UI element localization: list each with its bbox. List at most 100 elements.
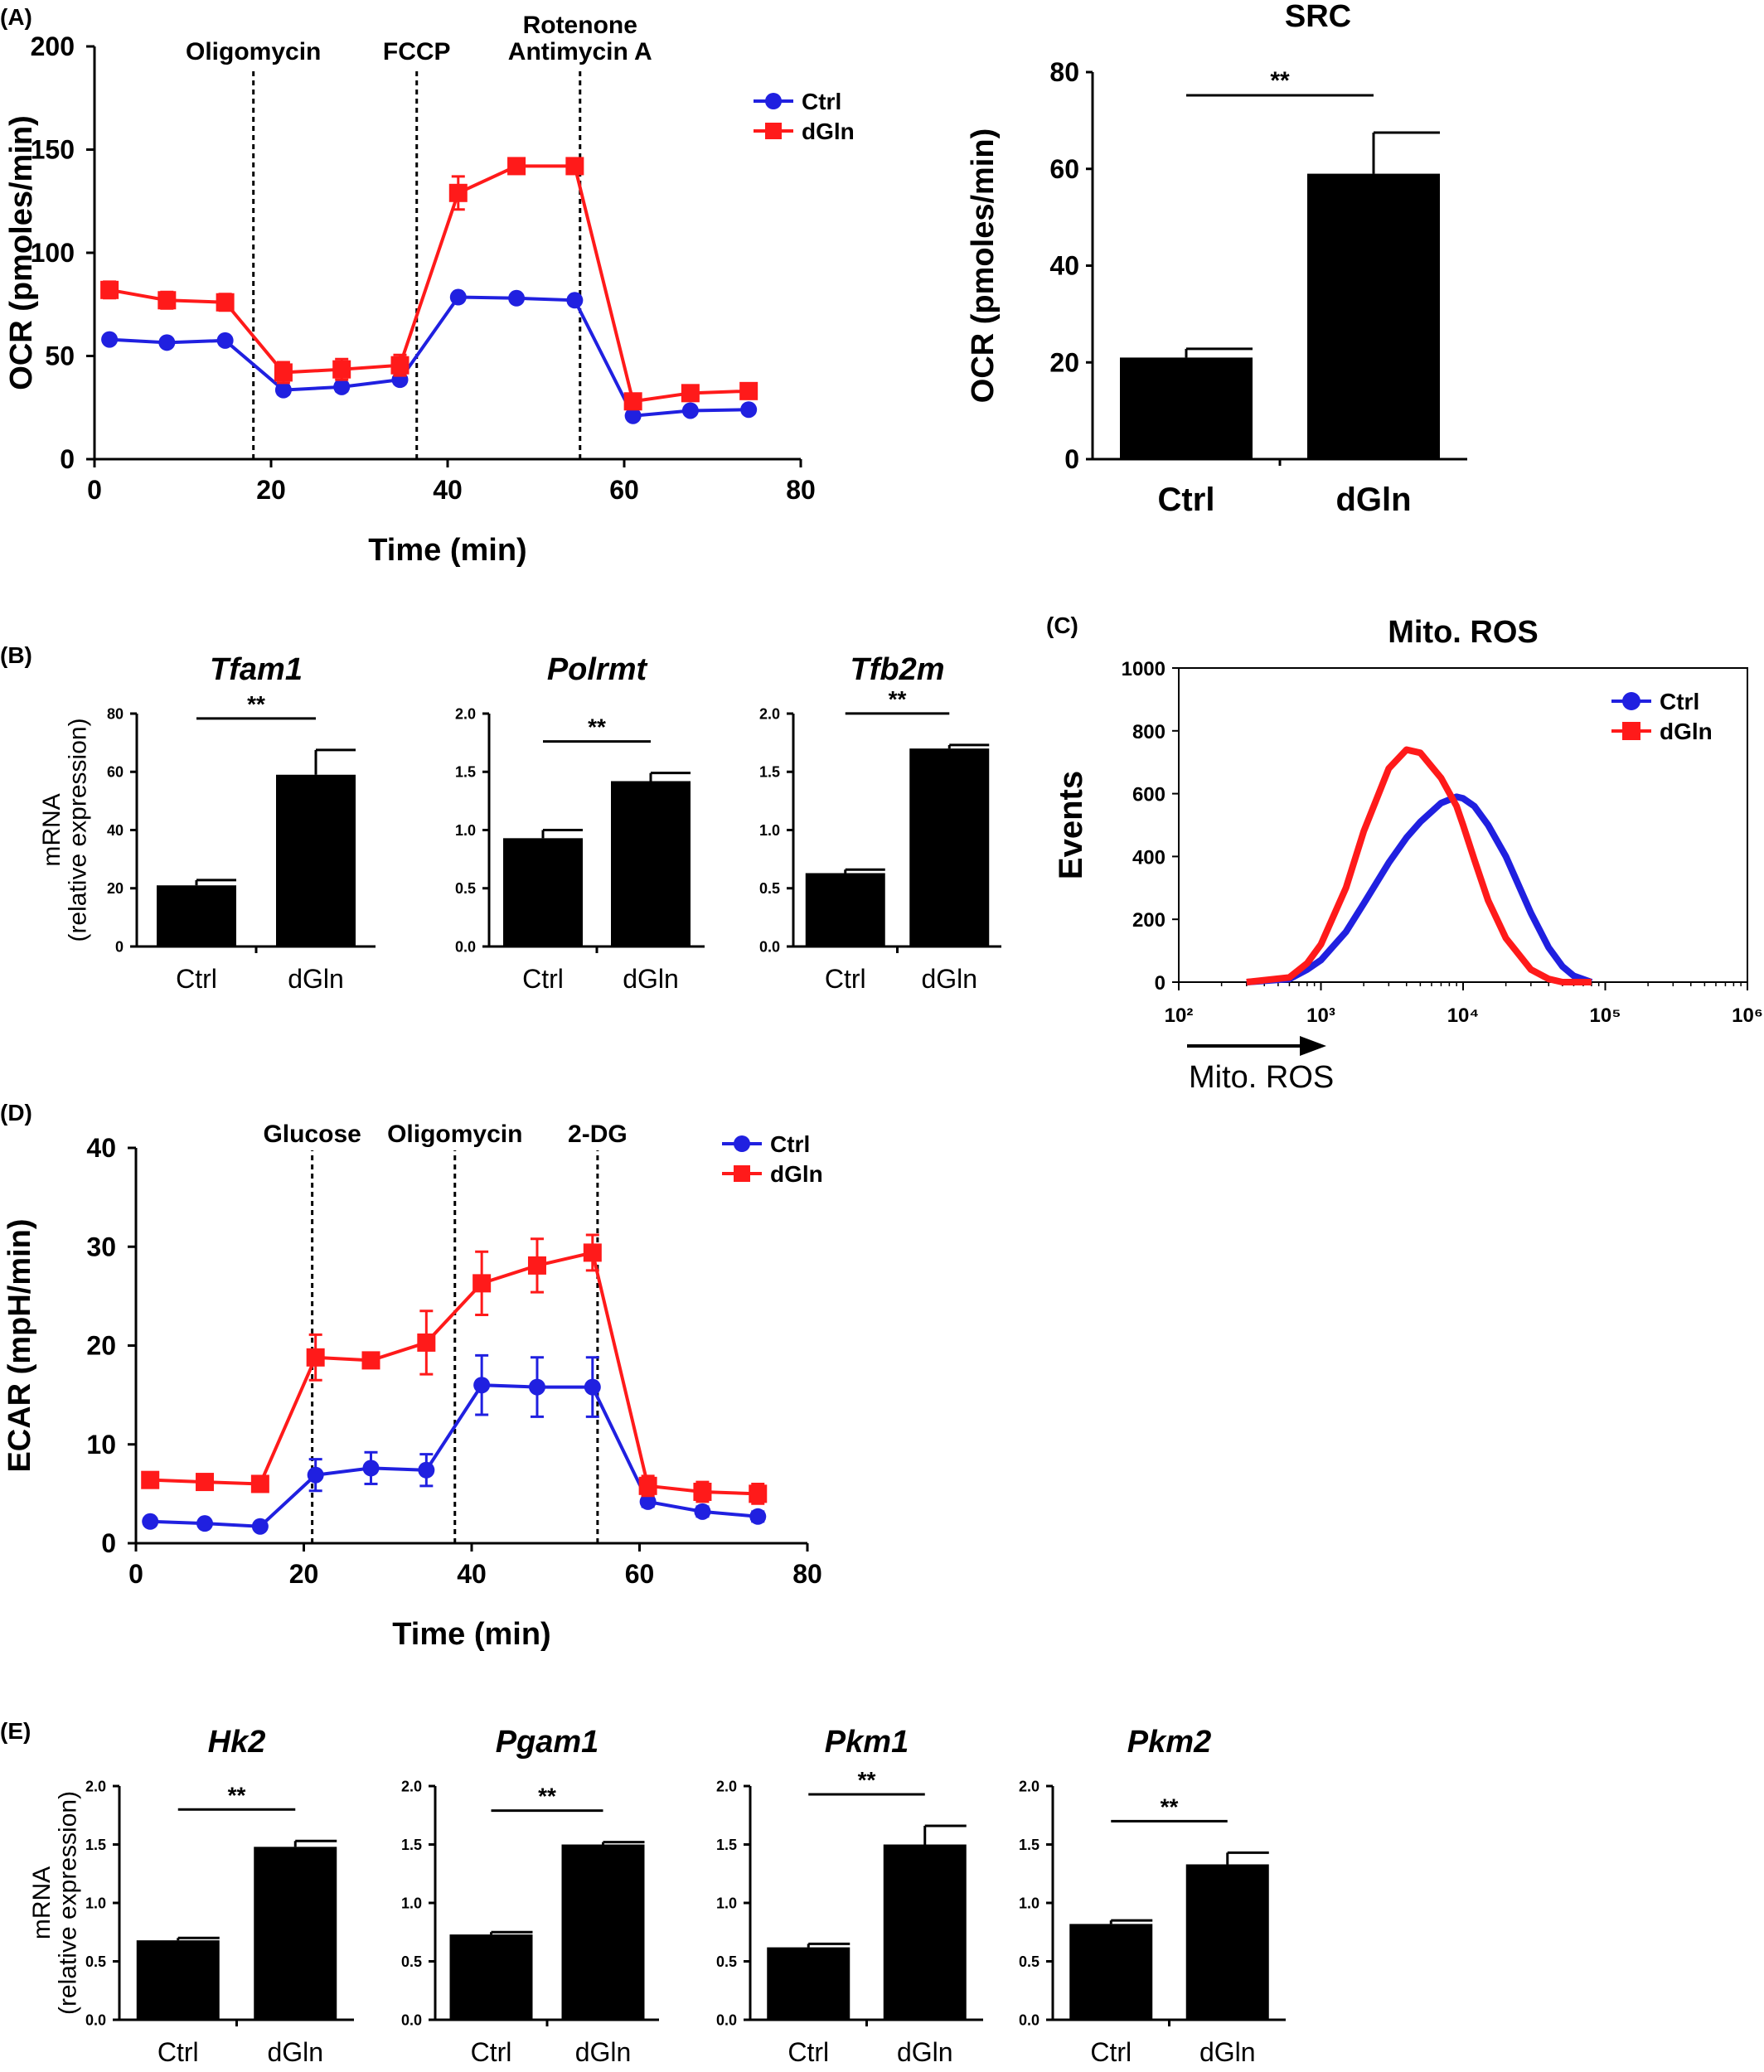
injection-label: 2-DG — [568, 1121, 628, 1148]
chart-title: Tfb2m — [850, 652, 945, 687]
y-axis-label: OCR (pmoles/min) — [4, 115, 39, 390]
data-point — [623, 392, 642, 411]
x-tick-label: 10⁵ — [1590, 1005, 1621, 1027]
data-point — [418, 1461, 435, 1479]
y-tick-label: 0.5 — [759, 880, 780, 897]
category-label: Ctrl — [788, 2037, 829, 2067]
x-tick-label: 0 — [128, 1559, 143, 1589]
y-tick-label: 0.0 — [1019, 2011, 1040, 2028]
y-tick-label: 100 — [31, 238, 75, 268]
x-tick-label: 10⁴ — [1447, 1005, 1480, 1027]
y-axis-label: (relative expression) — [55, 1791, 82, 2015]
bar — [1307, 173, 1440, 459]
y-tick-label: 0 — [115, 938, 124, 955]
category-label: Ctrl — [522, 964, 564, 994]
y-axis-label: OCR (pmoles/min) — [966, 128, 1001, 403]
x-axis-label: Time (min) — [392, 1617, 550, 1652]
legend-label: dGln — [802, 119, 855, 144]
significance-label: ** — [1161, 1794, 1179, 1819]
data-point — [624, 407, 642, 424]
y-tick-label: 0 — [1064, 444, 1079, 474]
data-point — [681, 402, 699, 419]
data-point — [196, 1473, 215, 1492]
y-tick-label: 2.0 — [85, 1778, 106, 1794]
y-tick-label: 2.0 — [759, 705, 780, 722]
series-line — [109, 295, 749, 418]
bar — [909, 748, 990, 946]
legend-label: Ctrl — [1660, 689, 1699, 714]
x-tick-label: 40 — [457, 1559, 487, 1589]
x-tick-label: 10³ — [1306, 1005, 1335, 1027]
y-tick-label: 2.0 — [1019, 1778, 1040, 1794]
y-tick-label: 1.5 — [455, 764, 476, 781]
y-tick-label: 1.5 — [759, 764, 780, 781]
legend-marker — [1622, 692, 1640, 710]
data-point — [390, 356, 410, 375]
y-tick-label: 1.0 — [716, 1895, 737, 1911]
data-point — [307, 1466, 324, 1484]
y-tick-label: 2.0 — [401, 1778, 422, 1794]
bar — [136, 1940, 220, 2020]
y-tick-label: 1.0 — [759, 822, 780, 839]
data-point — [196, 1515, 214, 1532]
data-point — [472, 1274, 492, 1293]
y-tick-label: 150 — [31, 135, 75, 165]
y-tick-label: 400 — [1132, 846, 1166, 869]
y-tick-label: 1.0 — [455, 822, 476, 839]
y-tick-label: 40 — [1049, 251, 1079, 281]
data-point — [141, 1470, 160, 1489]
category-label: Ctrl — [176, 964, 217, 994]
injection-label: Glucose — [263, 1121, 361, 1148]
y-axis-label: mRNA — [38, 793, 65, 866]
data-point — [158, 291, 177, 310]
data-point — [473, 1377, 491, 1394]
data-point — [508, 289, 526, 307]
y-tick-label: 0.5 — [401, 1953, 422, 1970]
bar — [276, 774, 356, 946]
category-label: Ctrl — [471, 2037, 512, 2067]
bar — [157, 885, 236, 946]
histogram-curve — [1246, 746, 1592, 985]
legend-marker — [1622, 722, 1640, 740]
data-point — [306, 1348, 325, 1367]
legend-marker — [734, 1165, 750, 1182]
bar — [449, 1934, 533, 2020]
legend-marker — [734, 1135, 750, 1152]
y-tick-label: 30 — [86, 1232, 116, 1261]
y-axis-label: (relative expression) — [65, 718, 92, 942]
category-label: dGln — [575, 2037, 632, 2067]
significance-label: ** — [247, 691, 265, 717]
y-tick-label: 0.0 — [759, 938, 780, 955]
bar — [1185, 1864, 1269, 2020]
category-label: dGln — [288, 964, 344, 994]
chart-title: Pgam1 — [496, 1725, 599, 1760]
data-point — [749, 1508, 767, 1525]
category-label: Ctrl — [158, 2037, 199, 2067]
histogram-curve — [1246, 793, 1593, 985]
data-point — [417, 1333, 436, 1352]
significance-label: ** — [588, 714, 606, 740]
y-tick-label: 2.0 — [716, 1778, 737, 1794]
data-point — [274, 381, 292, 399]
data-point — [638, 1476, 657, 1495]
panel-label: (A) — [0, 4, 32, 30]
y-tick-label: 200 — [31, 31, 75, 61]
y-tick-label: 0.0 — [455, 938, 476, 955]
chart-title: Pkm2 — [1127, 1725, 1211, 1760]
data-point — [158, 334, 176, 351]
y-tick-label: 10 — [86, 1430, 116, 1460]
data-point — [142, 1513, 159, 1530]
data-point — [566, 292, 584, 309]
data-point — [216, 332, 234, 349]
x-tick-label: 40 — [433, 475, 463, 505]
category-label: Ctrl — [1090, 2037, 1132, 2067]
y-tick-label: 50 — [45, 341, 75, 371]
bar — [1120, 357, 1253, 459]
category-label: dGln — [623, 964, 679, 994]
bar — [805, 873, 885, 946]
x-tick-label: 0 — [87, 475, 102, 505]
x-tick-label: 60 — [625, 1559, 655, 1589]
data-point — [362, 1460, 380, 1477]
series-line — [109, 164, 749, 404]
data-point — [639, 1493, 657, 1510]
